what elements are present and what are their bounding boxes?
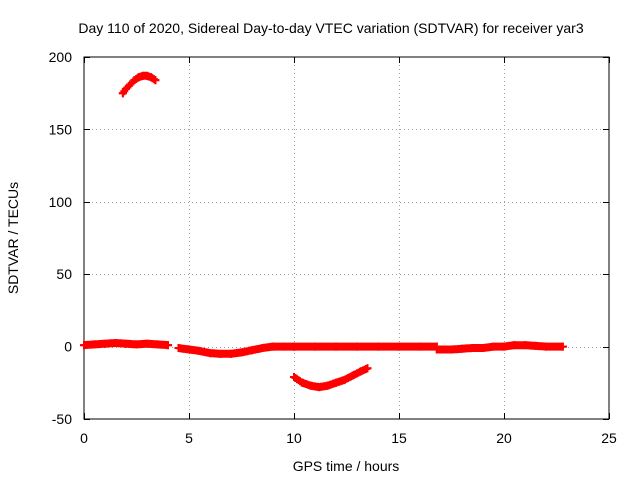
data-point bbox=[151, 76, 160, 85]
y-tick-label: 0 bbox=[64, 339, 72, 355]
data-point bbox=[269, 342, 277, 351]
y-tick-label: 50 bbox=[56, 266, 72, 282]
data-point bbox=[315, 383, 324, 392]
grid bbox=[84, 57, 609, 419]
data-point bbox=[153, 340, 162, 349]
data-point bbox=[206, 349, 214, 358]
data-point bbox=[130, 76, 139, 85]
data-point bbox=[542, 342, 550, 351]
data-point bbox=[395, 342, 403, 351]
data-point bbox=[447, 345, 456, 354]
data-point bbox=[489, 342, 498, 351]
y-tick-label: 200 bbox=[49, 49, 73, 65]
x-tick-labels: 0 5 10 15 20 25 bbox=[80, 430, 617, 446]
x-tick-label: 0 bbox=[80, 430, 88, 446]
data-point bbox=[458, 344, 466, 353]
data-point bbox=[521, 341, 529, 350]
data-point bbox=[134, 73, 143, 82]
data-point bbox=[290, 342, 298, 351]
data-point bbox=[258, 344, 267, 353]
x-tick-label: 15 bbox=[391, 430, 407, 446]
series-arc-dip bbox=[174, 342, 298, 358]
data-point bbox=[348, 371, 357, 380]
data-point bbox=[80, 341, 88, 350]
data-point bbox=[290, 373, 298, 382]
x-axis-label: GPS time / hours bbox=[293, 458, 400, 474]
y-tick-label: 100 bbox=[49, 194, 73, 210]
series-arc-negative bbox=[290, 364, 372, 392]
data-point bbox=[185, 345, 193, 354]
data-point bbox=[90, 340, 99, 349]
data-point bbox=[323, 381, 332, 390]
data-point bbox=[126, 80, 135, 89]
data-point bbox=[363, 364, 372, 373]
y-tick-label: -50 bbox=[52, 411, 72, 427]
data-point bbox=[164, 341, 172, 350]
data-point bbox=[468, 344, 477, 353]
data-point bbox=[374, 342, 382, 351]
data-point bbox=[122, 339, 130, 348]
data-point bbox=[147, 73, 156, 82]
series-trail bbox=[290, 364, 372, 392]
series-trail bbox=[174, 342, 298, 358]
data-point bbox=[500, 342, 508, 351]
data-point bbox=[531, 341, 540, 350]
x-tick-label: 5 bbox=[185, 430, 193, 446]
data-point bbox=[510, 341, 519, 350]
data-point bbox=[237, 348, 246, 357]
data-point bbox=[122, 84, 130, 93]
data-point bbox=[432, 345, 441, 354]
data-point bbox=[111, 338, 120, 347]
y-axis-label: SDTVAR / TECUs bbox=[5, 182, 21, 294]
plot-frame bbox=[83, 56, 610, 420]
data-point bbox=[132, 340, 141, 349]
data-point bbox=[101, 339, 109, 348]
series-arc-flat-mid bbox=[290, 342, 441, 351]
data-point bbox=[195, 346, 204, 355]
series-arc-late bbox=[432, 341, 567, 354]
data-point bbox=[143, 71, 151, 80]
data-point bbox=[306, 381, 315, 390]
data-point bbox=[174, 344, 183, 353]
data-point bbox=[279, 342, 288, 351]
data-point bbox=[479, 344, 487, 353]
data-point bbox=[298, 378, 307, 387]
axis-ticks bbox=[84, 57, 610, 420]
data-point bbox=[143, 339, 151, 348]
data-point bbox=[216, 349, 225, 358]
data-point bbox=[248, 346, 256, 355]
y-tick-labels: -50 0 50 100 150 200 bbox=[49, 49, 73, 427]
data-point bbox=[332, 378, 340, 387]
data-point bbox=[340, 375, 349, 384]
x-tick-label: 10 bbox=[286, 430, 302, 446]
chart-title: Day 110 of 2020, Sidereal Day-to-day VTE… bbox=[78, 20, 583, 36]
data-series bbox=[80, 71, 567, 392]
data-point bbox=[558, 342, 567, 351]
data-point bbox=[357, 367, 366, 376]
x-tick-label: 20 bbox=[496, 430, 512, 446]
series-arc-near-zero-early bbox=[80, 338, 172, 350]
series-arc-high bbox=[118, 71, 160, 98]
data-point bbox=[416, 342, 424, 351]
x-tick-label: 25 bbox=[601, 430, 617, 446]
data-point bbox=[311, 342, 319, 351]
data-point bbox=[332, 342, 340, 351]
y-tick-label: 150 bbox=[49, 121, 73, 137]
data-point bbox=[353, 342, 361, 351]
data-point bbox=[227, 349, 235, 358]
data-point bbox=[118, 89, 127, 98]
